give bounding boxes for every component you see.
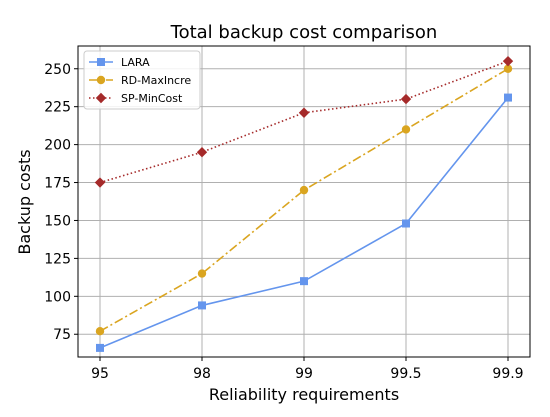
- legend-marker: [95, 92, 107, 104]
- legend-label: LARA: [121, 56, 150, 69]
- x-axis: 95 98 99 99.5 99.9: [91, 357, 524, 382]
- series-rd-maxincre: [95, 64, 513, 336]
- data-point-rd-maxincre: [299, 185, 309, 195]
- data-point-rd-maxincre: [401, 125, 411, 134]
- data-point-lara: [300, 277, 308, 286]
- y-tick-label: 100: [44, 289, 71, 305]
- y-tick-label: 250: [44, 62, 71, 78]
- legend: LARA RD-MaxIncre SP-MinCost: [83, 50, 201, 110]
- y-tick-label: 75: [53, 327, 71, 343]
- y-tick-label: 200: [44, 138, 71, 154]
- y-tick-label: 225: [44, 100, 71, 116]
- x-tick-label: 99.9: [492, 366, 523, 382]
- legend-marker: [97, 58, 105, 66]
- data-point-lara: [504, 93, 512, 102]
- series-lara: [96, 93, 512, 352]
- y-axis-title: Backup costs: [15, 149, 34, 254]
- data-point-sp-mincost: [502, 55, 514, 67]
- data-point-lara: [198, 301, 206, 310]
- data-point-lara: [96, 343, 104, 352]
- y-tick-label: 125: [44, 251, 71, 267]
- legend-item-lara: LARA: [89, 56, 150, 69]
- data-point-lara: [402, 219, 410, 228]
- y-axis: 75 100 125 150 175 200 225 250: [44, 62, 78, 343]
- y-tick-label: 175: [44, 176, 71, 192]
- data-point-sp-mincost: [196, 146, 208, 158]
- series-layer: [94, 55, 514, 352]
- x-tick-label: 98: [193, 366, 211, 382]
- x-tick-label: 95: [91, 366, 109, 382]
- data-point-sp-mincost: [298, 107, 310, 118]
- legend-item-rd-maxincre: RD-MaxIncre: [89, 74, 191, 87]
- legend-marker: [96, 75, 106, 85]
- series-sp-mincost: [94, 55, 514, 188]
- data-point-rd-maxincre: [197, 269, 207, 278]
- data-point-sp-mincost: [400, 93, 412, 105]
- x-tick-label: 99.5: [390, 366, 421, 382]
- x-axis-title: Reliability requirements: [209, 385, 399, 404]
- data-point-rd-maxincre: [503, 64, 513, 73]
- data-point-sp-mincost: [94, 177, 106, 188]
- legend-box: [83, 50, 201, 110]
- legend-label: RD-MaxIncre: [121, 74, 191, 87]
- y-tick-label: 150: [44, 213, 71, 229]
- data-point-rd-maxincre: [95, 327, 105, 336]
- legend-label: SP-MinCost: [121, 92, 183, 105]
- x-tick-label: 99: [295, 366, 313, 382]
- chart-title: Total backup cost comparison: [170, 22, 438, 43]
- legend-item-sp-mincost: SP-MinCost: [89, 92, 183, 105]
